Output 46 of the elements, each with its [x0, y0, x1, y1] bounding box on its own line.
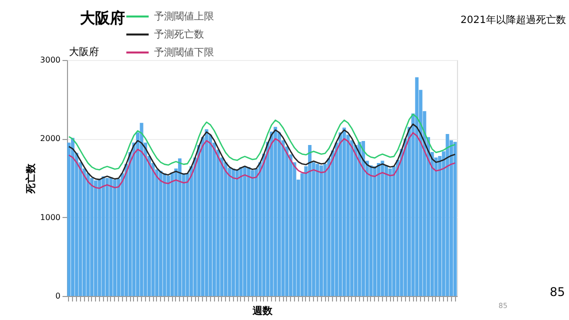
- bar: [380, 160, 384, 296]
- text: 85: [550, 285, 565, 299]
- bar: [140, 122, 144, 296]
- chart-subtitle: 大阪府: [69, 46, 99, 58]
- bar: [376, 163, 380, 296]
- line-series: [68, 132, 456, 189]
- bar: [243, 166, 247, 296]
- bar: [94, 180, 98, 296]
- bar: [166, 176, 170, 296]
- bar: [316, 164, 320, 296]
- bar: [320, 165, 323, 296]
- x-axis-title: 週数: [252, 305, 274, 317]
- y-tick-label: 0: [55, 292, 60, 300]
- y-tick-label: 3000: [40, 56, 60, 64]
- bar: [105, 178, 109, 296]
- y-tick-label: 1000: [40, 212, 60, 222]
- bar: [71, 138, 74, 296]
- bar: [246, 166, 250, 296]
- bar: [170, 172, 174, 296]
- legend-label: 予測死亡数: [154, 28, 204, 40]
- bar: [158, 170, 162, 296]
- bar: [232, 168, 236, 296]
- y-axis-title: 死亡数: [25, 162, 38, 194]
- bar: [178, 158, 182, 296]
- bar: [362, 141, 366, 296]
- bar: [204, 129, 208, 296]
- line-series: [68, 123, 456, 180]
- legend-label: 予測閾値上限: [154, 10, 214, 22]
- chart-title: 大阪府: [80, 9, 125, 27]
- bar: [113, 180, 117, 296]
- bar: [438, 156, 442, 296]
- bar: [453, 142, 457, 296]
- legend-label: 予測閾値下限: [154, 46, 214, 58]
- y-tick-label: 2000: [40, 134, 60, 144]
- text: 2021年以降超過死亡数: [460, 14, 566, 26]
- line-series: [68, 114, 456, 170]
- bar: [446, 134, 450, 296]
- bar: [250, 170, 254, 296]
- bar: [274, 126, 278, 296]
- bar: [388, 168, 392, 296]
- bar: [373, 166, 377, 296]
- bar: [415, 77, 419, 296]
- bar: [102, 176, 106, 296]
- bar: [342, 128, 346, 296]
- bar: [308, 144, 312, 296]
- bar: [235, 169, 239, 296]
